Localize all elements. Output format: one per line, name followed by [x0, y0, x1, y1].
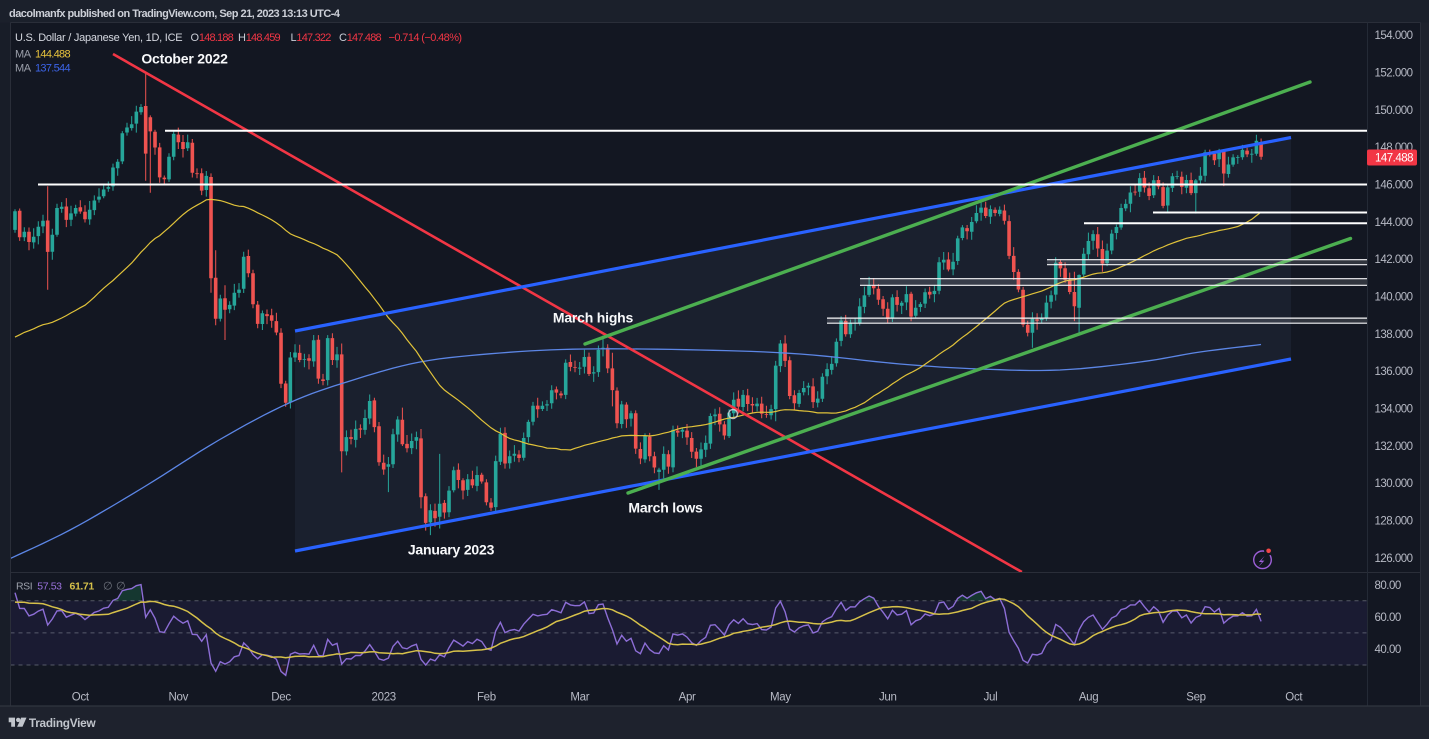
svg-text:60.00: 60.00 — [1375, 612, 1401, 624]
svg-text:147.488: 147.488 — [1375, 153, 1413, 165]
svg-text:144.000: 144.000 — [1375, 217, 1413, 229]
svg-text:134.000: 134.000 — [1375, 404, 1413, 416]
svg-text:Oct: Oct — [72, 692, 90, 704]
svg-text:Sep: Sep — [1186, 692, 1206, 704]
svg-text:130.000: 130.000 — [1375, 478, 1413, 490]
svg-text:TradingView: TradingView — [29, 716, 97, 730]
svg-text:Mar: Mar — [570, 692, 589, 704]
svg-text:dacolmanfx published on Tradin: dacolmanfx published on TradingView.com,… — [9, 8, 341, 20]
svg-text:128.000: 128.000 — [1375, 516, 1413, 528]
svg-text:Feb: Feb — [477, 692, 496, 704]
svg-text:Dec: Dec — [271, 692, 291, 704]
svg-text:138.000: 138.000 — [1375, 329, 1413, 341]
svg-text:2023: 2023 — [372, 692, 396, 704]
svg-text:40.00: 40.00 — [1375, 644, 1401, 656]
svg-text:May: May — [770, 692, 791, 704]
svg-text:MA 144.488: MA 144.488 — [15, 48, 70, 60]
svg-text:March highs: March highs — [553, 310, 634, 326]
svg-text:Jul: Jul — [984, 692, 998, 704]
svg-text:142.000: 142.000 — [1375, 254, 1413, 266]
svg-text:RSI 57.53 61.71 ∅ ∅: RSI 57.53 61.71 ∅ ∅ — [16, 581, 125, 593]
svg-text:150.000: 150.000 — [1375, 105, 1413, 117]
svg-text:Jun: Jun — [879, 692, 897, 704]
svg-text:80.00: 80.00 — [1375, 580, 1401, 592]
svg-text:Aug: Aug — [1079, 692, 1099, 704]
svg-text:126.000: 126.000 — [1375, 553, 1413, 565]
svg-text:Oct: Oct — [1285, 692, 1303, 704]
svg-text:Nov: Nov — [169, 692, 189, 704]
svg-text:October 2022: October 2022 — [141, 51, 228, 67]
svg-text:146.000: 146.000 — [1375, 180, 1413, 192]
svg-text:Apr: Apr — [679, 692, 696, 704]
svg-text:132.000: 132.000 — [1375, 441, 1413, 453]
svg-text:January 2023: January 2023 — [408, 542, 495, 558]
svg-text:140.000: 140.000 — [1375, 292, 1413, 304]
svg-text:March lows: March lows — [628, 500, 703, 516]
svg-text:154.000: 154.000 — [1375, 30, 1413, 42]
svg-text:152.000: 152.000 — [1375, 67, 1413, 79]
svg-text:U.S. Dollar / Japanese Yen, 1D: U.S. Dollar / Japanese Yen, 1D, ICE O148.… — [15, 32, 461, 44]
svg-text:MA 137.544: MA 137.544 — [15, 63, 70, 75]
svg-text:136.000: 136.000 — [1375, 366, 1413, 378]
